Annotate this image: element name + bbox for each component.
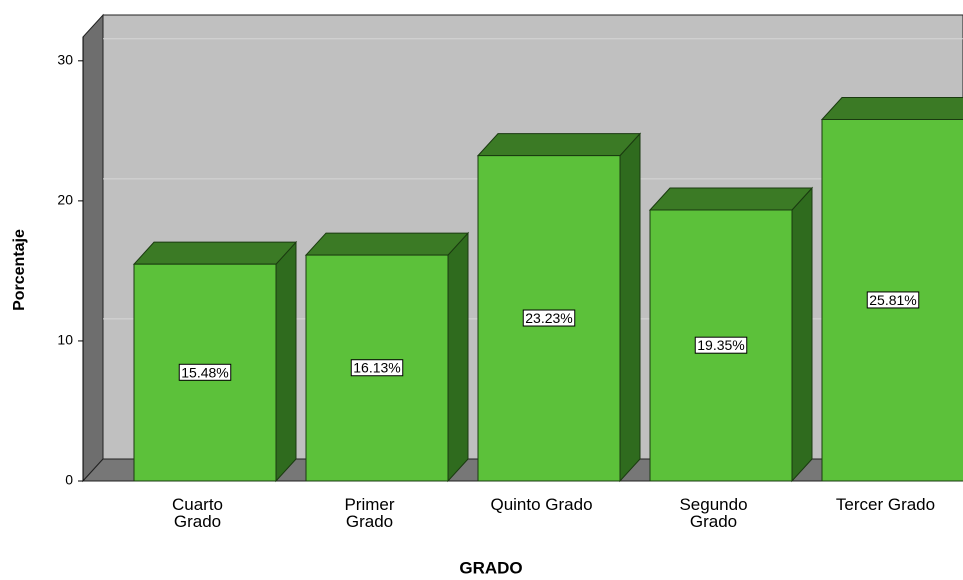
data-label-box — [178, 363, 232, 381]
data-label-group: 25.81% — [866, 291, 920, 309]
data-label-box — [866, 291, 920, 309]
x-axis-title: GRADO — [459, 558, 522, 577]
x-tick-label: Quinto Grado — [490, 495, 593, 514]
y-tick-label: 10 — [57, 332, 73, 348]
data-label-box — [522, 309, 576, 327]
bar-top — [648, 187, 814, 211]
data-label: 25.81% — [869, 292, 916, 308]
data-label-group: 15.48% — [178, 363, 232, 381]
y-axis-title: Porcentaje — [11, 229, 28, 311]
data-label: 15.48% — [181, 364, 228, 380]
data-label: 23.23% — [525, 310, 572, 326]
x-tick-label: Segundo Grado — [679, 495, 748, 531]
data-label-group: 23.23% — [522, 309, 576, 327]
data-label: 16.13% — [353, 360, 400, 376]
bar-side — [791, 186, 813, 483]
data-label-group: 19.35% — [694, 336, 748, 354]
side-wall — [82, 13, 104, 483]
data-label-box — [694, 336, 748, 354]
y-tick-label: 0 — [65, 472, 73, 488]
bar-top — [820, 96, 963, 120]
bar-side — [619, 132, 641, 483]
data-label-box — [350, 359, 404, 377]
bar-top — [132, 241, 298, 265]
y-tick-label: 30 — [57, 52, 73, 68]
data-label: 19.35% — [697, 337, 744, 353]
bar-top — [476, 133, 642, 157]
x-tick-label: Primer Grado — [344, 495, 395, 531]
bar-side — [447, 231, 469, 483]
x-tick-label: Cuarto Grado — [171, 495, 224, 531]
bar-top — [304, 232, 470, 256]
data-label-group: 16.13% — [350, 359, 404, 377]
x-tick-label: Tercer Grado — [835, 495, 936, 514]
bar-side — [275, 240, 297, 483]
y-tick-label: 20 — [57, 192, 73, 208]
